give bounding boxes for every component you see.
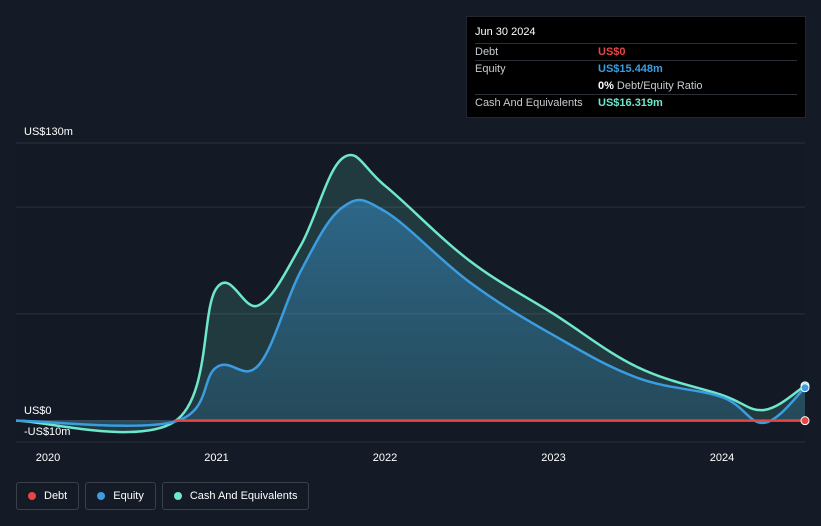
tooltip-row-cash: Cash And Equivalents US$16.319m [475, 94, 797, 111]
series-areas [16, 154, 805, 433]
data-tooltip: Jun 30 2024 Debt US$0 Equity US$15.448m … [466, 16, 806, 118]
legend-label-debt: Debt [44, 490, 68, 502]
y-axis-top-label: US$130m [24, 126, 73, 138]
chart-legend: Debt Equity Cash And Equivalents [16, 482, 310, 510]
x-tick-label: 2022 [373, 452, 397, 464]
equity-end-marker [800, 383, 810, 393]
tooltip-cash-label: Cash And Equivalents [475, 97, 583, 109]
tooltip-ratio-label: Debt/Equity Ratio [616, 79, 703, 92]
tooltip-debt-value: US$0 [598, 46, 626, 58]
equity-series-area [16, 199, 805, 426]
x-tick-label: 2024 [710, 452, 734, 464]
y-axis-bottom-label: -US$10m [24, 426, 70, 438]
legend-item-cash[interactable]: Cash And Equivalents [161, 482, 310, 510]
tooltip-equity-value: US$15.448m [598, 63, 663, 75]
x-tick-label: 2021 [204, 452, 228, 464]
legend-label-cash: Cash And Equivalents [189, 490, 298, 502]
equity-series-line [15, 198, 806, 428]
legend-label-equity: Equity [113, 490, 144, 502]
debt-end-marker [800, 416, 810, 426]
legend-dot-cash [173, 492, 182, 500]
tooltip-row-debt: Debt US$0 [475, 43, 797, 60]
series-markers [800, 381, 810, 426]
legend-dot-debt [28, 492, 36, 500]
tooltip-ratio-value: 0% [598, 79, 614, 92]
tooltip-row-equity: Equity US$15.448m [475, 60, 797, 77]
legend-dot-equity [97, 492, 106, 500]
x-axis-ticks: 2020 2021 2022 2023 2024 [36, 452, 734, 464]
tooltip-cash-value: US$16.319m [598, 97, 663, 109]
tooltip-date: Jun 30 2024 [475, 26, 536, 38]
tooltip-row-ratio: 0% Debt/Equity Ratio [475, 77, 797, 94]
series-lines [15, 153, 806, 434]
x-tick-label: 2023 [541, 452, 565, 464]
y-axis-zero-label: US$0 [24, 405, 52, 417]
tooltip-equity-label: Equity [475, 63, 506, 75]
tooltip-debt-label: Debt [475, 46, 499, 58]
legend-item-debt[interactable]: Debt [16, 482, 80, 510]
legend-item-equity[interactable]: Equity [85, 482, 156, 510]
cash-and-equivalents-series-line [15, 153, 806, 434]
x-tick-label: 2020 [36, 452, 60, 464]
